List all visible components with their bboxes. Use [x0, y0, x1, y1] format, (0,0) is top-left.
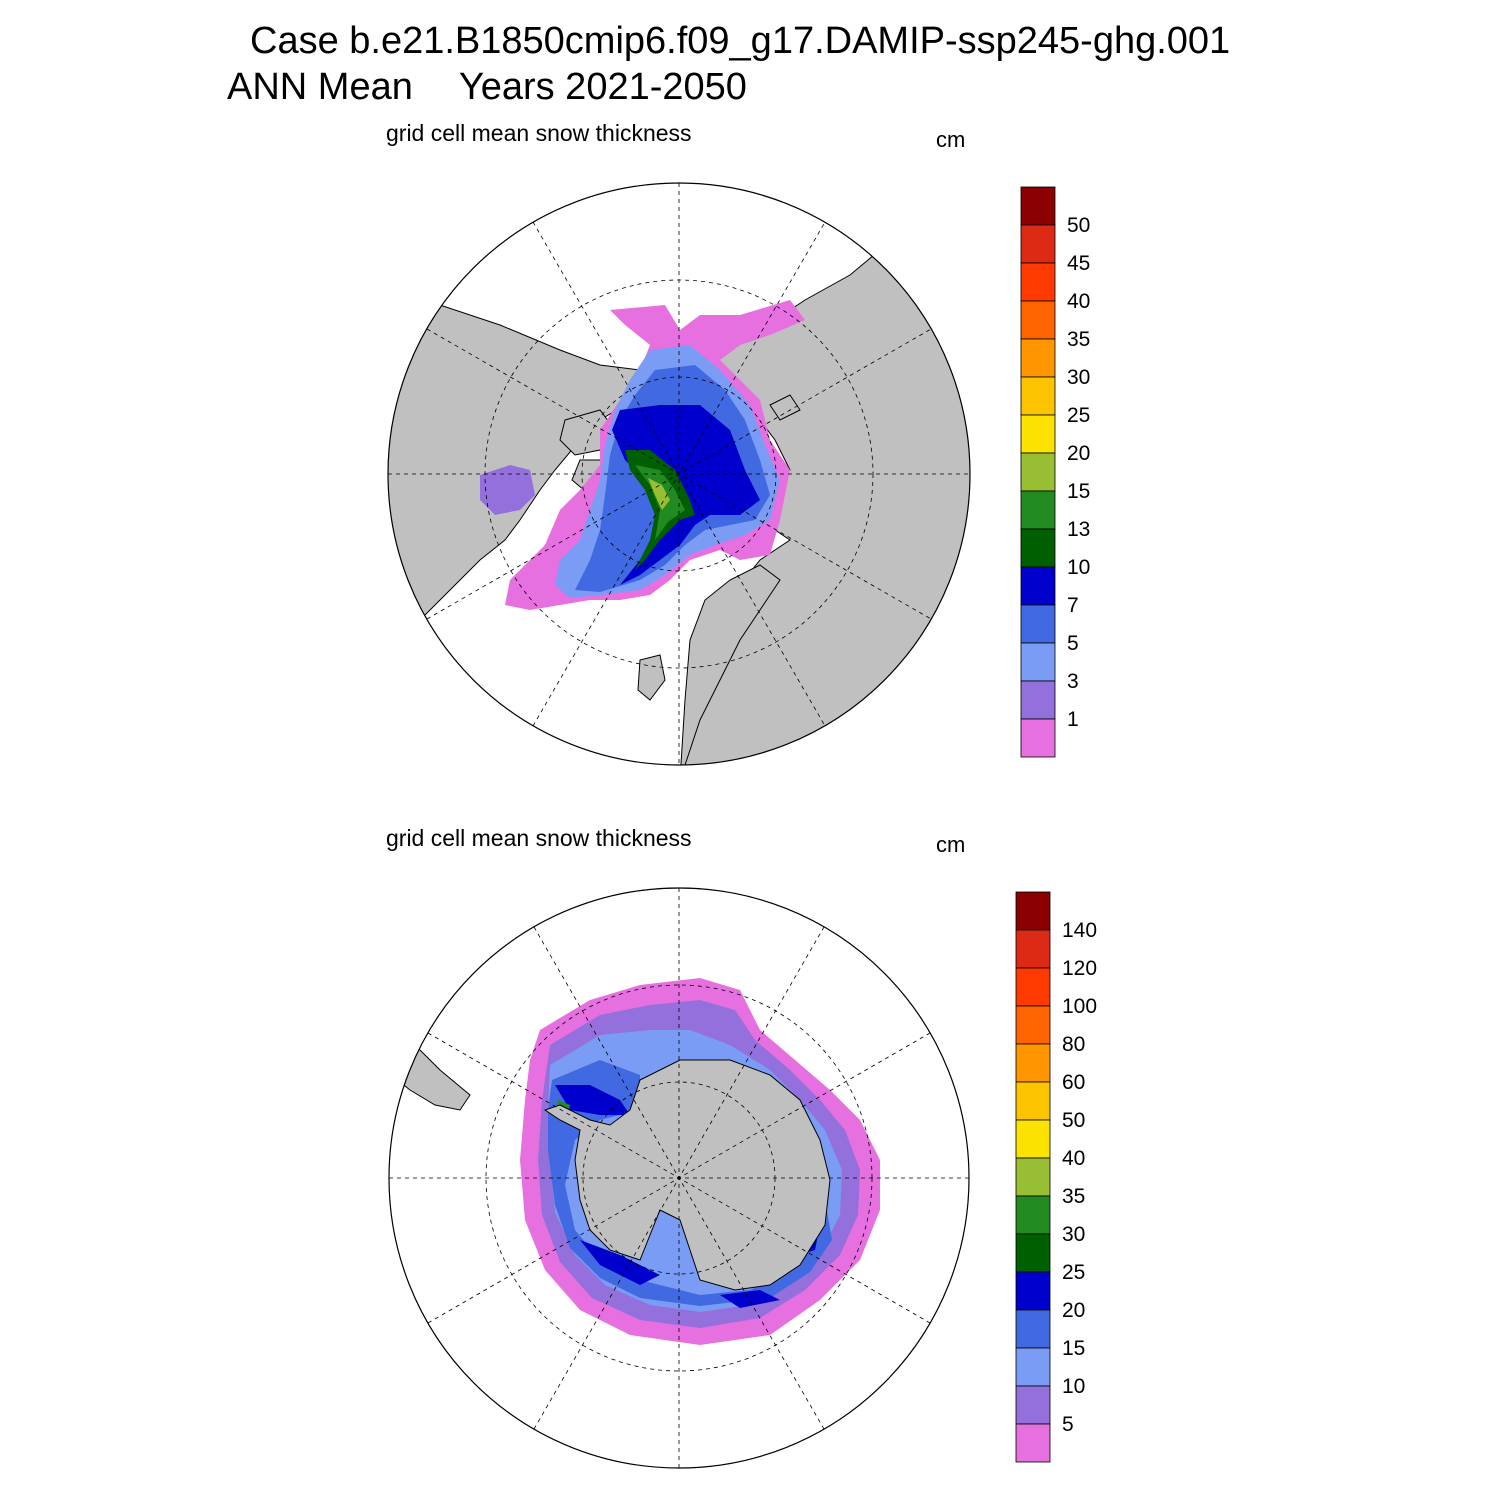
arctic-map-outline	[387, 182, 971, 766]
south-colorbar-swatch	[1015, 1233, 1051, 1273]
south-colorbar-swatch	[1015, 1043, 1051, 1083]
south-colorbar-swatch	[1015, 929, 1051, 969]
south-colorbar-swatch	[1015, 967, 1051, 1007]
north-colorbar-swatch	[1020, 300, 1056, 340]
north-colorbar-tick-label: 30	[1067, 366, 1090, 389]
north-colorbar-swatch	[1020, 186, 1056, 226]
north-colorbar-tick-label: 45	[1067, 252, 1090, 275]
south-colorbar-swatch	[1015, 1005, 1051, 1045]
north-colorbar-tick-label: 20	[1067, 442, 1090, 465]
north-colorbar-tick-label: 1	[1067, 708, 1079, 731]
south-colorbar-tick-label: 140	[1062, 919, 1097, 942]
north-colorbar-tick-label: 5	[1067, 632, 1079, 655]
south-colorbar-tick-label: 60	[1062, 1071, 1085, 1094]
antarctic-graticule	[389, 888, 969, 1468]
north-colorbar: 50 45 40 35 30 25 20 15 13 10 7 5 3 1	[1020, 186, 1090, 758]
south-colorbar-swatch	[1015, 1385, 1051, 1425]
north-colorbar-swatch	[1020, 642, 1056, 682]
north-colorbar-swatch	[1020, 718, 1056, 758]
period-title: ANN Mean Years 2021-2050	[227, 66, 747, 109]
north-colorbar-swatch	[1020, 452, 1056, 492]
south-colorbar-swatch	[1015, 1347, 1051, 1387]
north-colorbar-tick-label: 15	[1067, 480, 1090, 503]
south-colorbar-tick-label: 40	[1062, 1147, 1085, 1170]
south-colorbar-tick-label: 100	[1062, 995, 1097, 1018]
north-colorbar-swatch	[1020, 376, 1056, 416]
south-colorbar-tick-label: 50	[1062, 1109, 1085, 1132]
years-label: Years 2021-2050	[458, 66, 747, 108]
south-colorbar-tick-label: 5	[1062, 1413, 1074, 1436]
arctic-map	[387, 182, 971, 766]
south-colorbar-swatch	[1015, 1271, 1051, 1311]
arctic-graticule	[388, 183, 970, 765]
antarctica-land	[543, 1059, 831, 1291]
north-colorbar-tick-label: 13	[1067, 518, 1090, 541]
south-units-label: cm	[936, 832, 966, 857]
north-panel-title: grid cell mean snow thickness	[386, 120, 692, 146]
north-colorbar-tick-label: 25	[1067, 404, 1090, 427]
south-colorbar-tick-label: 20	[1062, 1299, 1085, 1322]
south-colorbar-tick-label: 30	[1062, 1223, 1085, 1246]
south-colorbar-tick-label: 25	[1062, 1261, 1085, 1284]
north-colorbar-tick-label: 10	[1067, 556, 1090, 579]
south-colorbar-swatch	[1015, 1157, 1051, 1197]
north-colorbar-tick-label: 3	[1067, 670, 1079, 693]
british-isles-land	[637, 654, 666, 701]
south-panel-title: grid cell mean snow thickness	[386, 825, 692, 851]
north-colorbar-swatch	[1020, 414, 1056, 454]
scandinavia-land	[679, 564, 781, 765]
antarctic-map	[388, 887, 970, 1469]
south-colorbar-swatch	[1015, 891, 1051, 931]
ice-yellow-green	[648, 478, 670, 510]
south-colorbar-swatch	[1015, 1081, 1051, 1121]
case-title: Case b.e21.B1850cmip6.f09_g17.DAMIP-ssp2…	[250, 20, 1231, 62]
sice-medium-blue	[548, 1060, 832, 1306]
north-colorbar-swatch	[1020, 680, 1056, 720]
south-colorbar-swatch	[1015, 1195, 1051, 1235]
hudson-bay-ice	[480, 465, 535, 515]
north-colorbar-swatch	[1020, 262, 1056, 302]
sice-dark-blue	[555, 1085, 630, 1115]
north-colorbar-tick-label: 40	[1067, 290, 1090, 313]
north-colorbar-swatch	[1020, 566, 1056, 606]
south-colorbar-tick-label: 35	[1062, 1185, 1085, 1208]
south-colorbar-swatch	[1015, 1423, 1051, 1463]
antarctic-map-outline	[388, 887, 970, 1469]
season-label: ANN Mean	[227, 66, 413, 108]
north-colorbar-tick-label: 50	[1067, 214, 1090, 237]
south-colorbar-swatch	[1015, 1119, 1051, 1159]
north-colorbar-swatch	[1020, 528, 1056, 568]
north-units-label: cm	[936, 127, 966, 152]
south-colorbar: 140 120 100 80 60 50 40 35 30 25 20 15 10 5	[1015, 891, 1097, 1463]
north-colorbar-tick-label: 7	[1067, 594, 1079, 617]
north-colorbar-swatch	[1020, 604, 1056, 644]
south-colorbar-tick-label: 15	[1062, 1337, 1085, 1360]
north-colorbar-tick-label: 35	[1067, 328, 1090, 351]
south-colorbar-tick-label: 10	[1062, 1375, 1085, 1398]
north-colorbar-swatch	[1020, 338, 1056, 378]
north-colorbar-swatch	[1020, 490, 1056, 530]
south-colorbar-swatch	[1015, 1309, 1051, 1349]
south-colorbar-tick-label: 120	[1062, 957, 1097, 980]
north-colorbar-swatch	[1020, 224, 1056, 264]
south-colorbar-tick-label: 80	[1062, 1033, 1085, 1056]
